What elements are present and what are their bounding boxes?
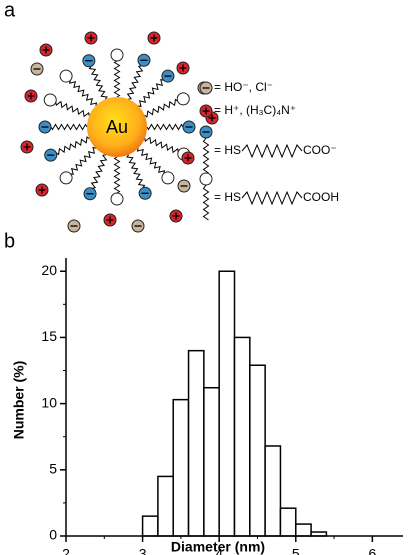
y-tick-label: 5 [49, 461, 57, 477]
ligand-chain [126, 154, 146, 189]
x-tick-label: 4 [215, 546, 223, 555]
y-tick-label: 20 [41, 262, 57, 278]
ligand-chain [138, 78, 164, 108]
legend-text: = HS [214, 143, 241, 157]
ligand-chain [202, 184, 210, 221]
histogram-bar [249, 364, 266, 537]
panel-label: b [4, 230, 15, 252]
x-tick-label: 2 [62, 546, 70, 555]
histogram-bar [141, 515, 159, 537]
histogram-bar [218, 270, 236, 537]
ion [59, 69, 73, 83]
ligand-chain [113, 60, 121, 98]
ligand-chain [55, 136, 90, 156]
core-label: Au [106, 117, 128, 137]
ligand-chain [68, 80, 98, 106]
legend-text: COO⁻ [303, 143, 337, 157]
legend-text: = HO⁻, Cl⁻ [214, 80, 273, 94]
x-tick-label: 5 [292, 546, 300, 555]
ligand-chain [136, 148, 166, 174]
ligand-chain [144, 136, 179, 154]
ligand-chain [50, 123, 88, 131]
zigzag [241, 190, 303, 206]
ligand-chain [70, 146, 96, 176]
y-tick-label: 15 [41, 328, 57, 344]
ligand-chain [55, 100, 90, 118]
x-axis-label: Diameter (nm) [171, 539, 265, 555]
y-axis-label: Number (%) [11, 361, 27, 440]
y-tick-label: 10 [41, 394, 57, 410]
legend-text: = HS [214, 190, 241, 204]
ion [110, 48, 124, 62]
ion [199, 172, 213, 186]
ion [161, 171, 175, 185]
histogram-bar [187, 349, 205, 537]
legend-text: = H⁺, (H₃C)₄N⁺ [214, 103, 296, 117]
histogram-bar [233, 336, 251, 537]
ligand-chain [113, 156, 121, 194]
gold-core [87, 97, 147, 157]
histogram-bar [295, 523, 312, 537]
ion [43, 93, 57, 107]
ligand-chain [202, 137, 210, 174]
ligand-chain [146, 123, 184, 131]
histogram-bar [264, 445, 282, 537]
x-tick-label: 3 [139, 546, 147, 555]
nanoparticle-diagram [20, 31, 219, 233]
y-tick-label: 0 [49, 527, 57, 543]
ion [110, 192, 124, 206]
ligand-chain [90, 154, 108, 189]
histogram-bar [203, 386, 220, 537]
ligand-chain [126, 65, 144, 100]
ligand-chain [144, 98, 179, 118]
x-tick-label: 6 [368, 546, 376, 555]
histogram-bar [157, 475, 174, 537]
histogram-bar [172, 398, 190, 537]
ligand-chain [88, 65, 108, 100]
ion [59, 171, 73, 185]
legend-text: COOH [303, 190, 339, 204]
histogram-bar [279, 507, 297, 537]
zigzag [241, 143, 303, 159]
panel-label: a [4, 0, 16, 21]
ion [176, 92, 190, 106]
